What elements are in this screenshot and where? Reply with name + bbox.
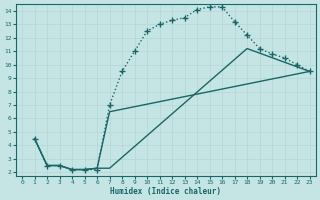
X-axis label: Humidex (Indice chaleur): Humidex (Indice chaleur) <box>110 187 221 196</box>
